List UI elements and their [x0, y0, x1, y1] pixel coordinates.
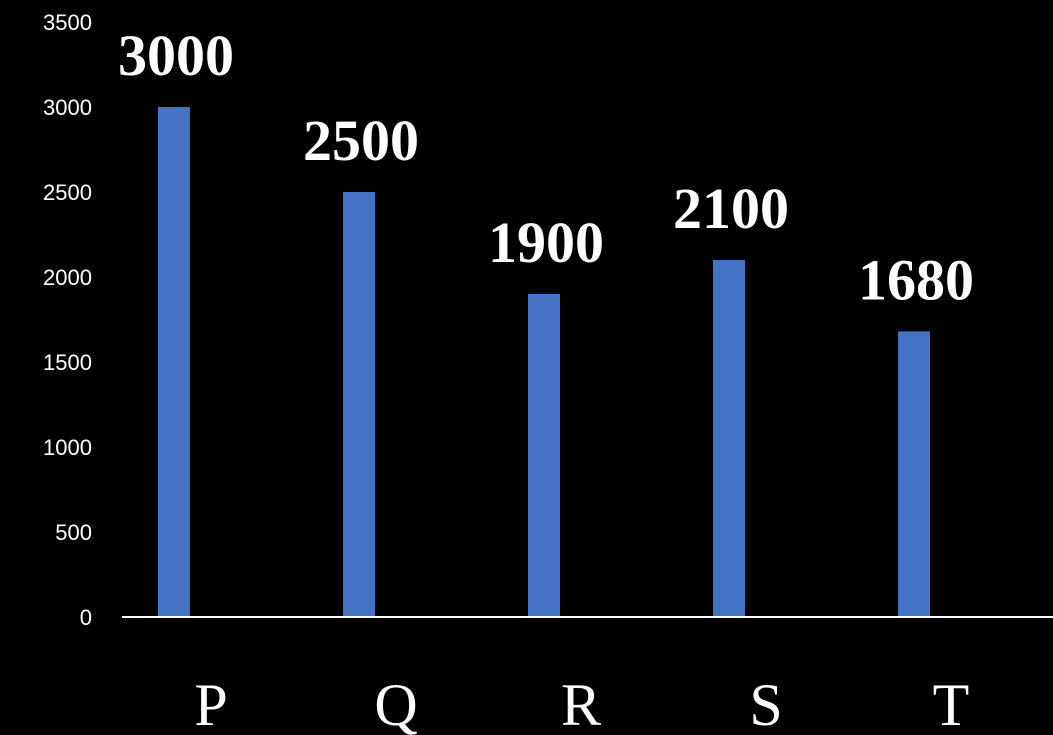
y-tick-label: 0: [80, 605, 92, 630]
data-label-t: 1680: [858, 247, 974, 312]
y-tick-label: 1000: [43, 435, 92, 460]
bar-r: [528, 294, 560, 617]
x-tick-label-p: P: [194, 672, 227, 735]
y-tick-label: 2000: [43, 265, 92, 290]
y-tick-label: 500: [55, 520, 92, 545]
y-axis-ticks: 0 500 1000 1500 2000 2500 3000 3500: [43, 10, 92, 630]
data-labels: 3000 2500 1900 2100 1680: [118, 23, 974, 312]
data-label-p: 3000: [118, 23, 234, 88]
y-tick-label: 3500: [43, 10, 92, 35]
bar-t: [898, 331, 930, 617]
y-tick-label: 2500: [43, 180, 92, 205]
y-tick-label: 1500: [43, 350, 92, 375]
y-tick-label: 3000: [43, 95, 92, 120]
x-tick-label-r: R: [561, 672, 601, 735]
data-label-r: 1900: [488, 210, 604, 275]
data-label-q: 2500: [303, 108, 419, 173]
x-tick-label-t: T: [933, 672, 970, 735]
x-axis-ticks: P Q R S T: [194, 672, 969, 735]
x-tick-label-s: S: [749, 672, 782, 735]
bars: [158, 107, 930, 617]
bar-p: [158, 107, 190, 617]
x-tick-label-q: Q: [374, 672, 417, 735]
data-label-s: 2100: [673, 176, 789, 241]
bar-s: [713, 260, 745, 617]
bar-q: [343, 192, 375, 617]
